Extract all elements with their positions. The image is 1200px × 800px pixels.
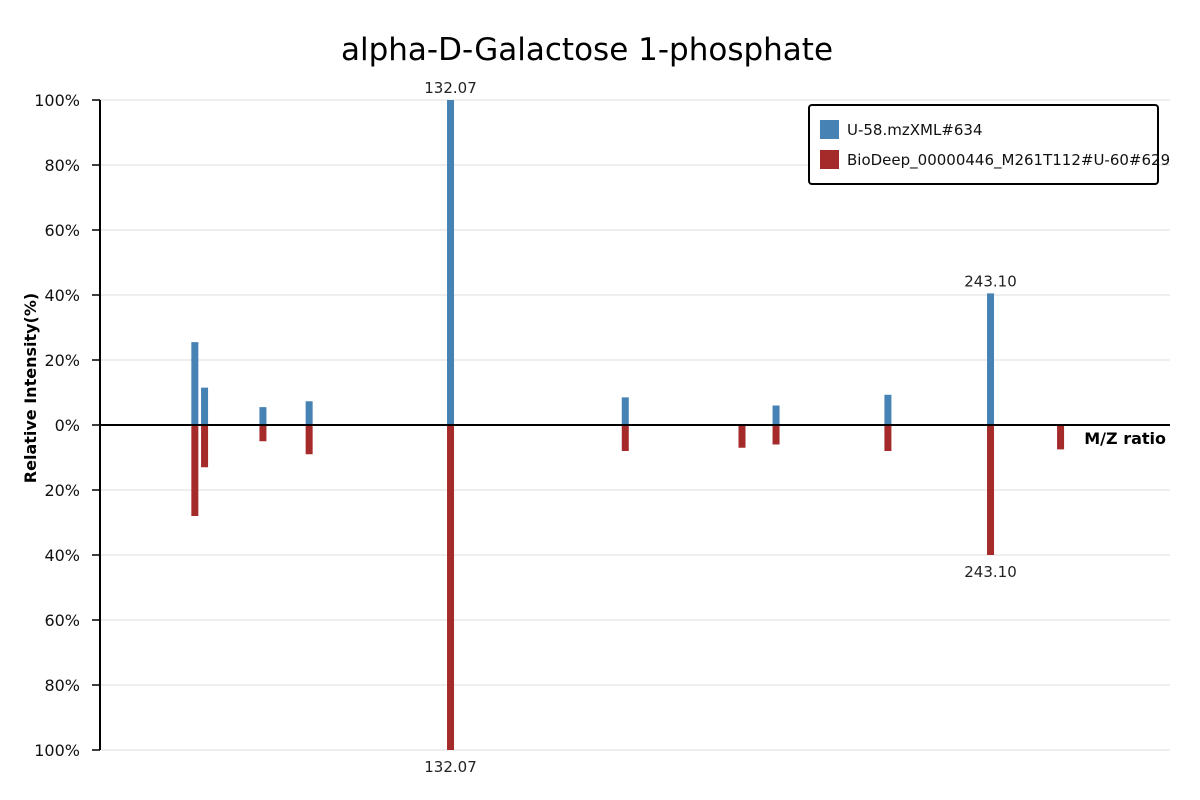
reference-peak-bar bbox=[884, 425, 892, 451]
sample-peak-bar bbox=[987, 293, 995, 426]
y-tick-label: 60% bbox=[44, 221, 80, 240]
y-tick-label: 40% bbox=[44, 546, 80, 565]
grid-lines bbox=[100, 99, 1170, 751]
y-tick-label: 100% bbox=[34, 741, 80, 760]
reference-peak-bar bbox=[738, 425, 746, 448]
axes bbox=[99, 100, 1170, 750]
legend-swatch-sample bbox=[820, 120, 839, 139]
reference-peak-label: 132.07 bbox=[424, 758, 477, 776]
reference-peak-label: 243.10 bbox=[964, 563, 1017, 581]
sample-peak-bar bbox=[259, 407, 267, 426]
reference-peak-bar bbox=[621, 425, 629, 451]
sample-peak-bar bbox=[772, 405, 780, 425]
y-tick-label: 20% bbox=[44, 351, 80, 370]
legend-label-sample: U-58.mzXML#634 bbox=[847, 121, 983, 139]
y-tick-label: 80% bbox=[44, 156, 80, 175]
sample-peak-bar bbox=[621, 397, 629, 426]
reference-peak-bar bbox=[987, 425, 995, 555]
y-tick-label: 100% bbox=[34, 91, 80, 110]
reference-peak-bar bbox=[201, 425, 209, 468]
y-tick-label: 40% bbox=[44, 286, 80, 305]
sample-peak-bar bbox=[191, 342, 199, 426]
y-ticks: 100% 80% 60% 40% 20% 0% 20% 40% 60% 80% 100% bbox=[34, 91, 100, 760]
spectrum-bars bbox=[191, 100, 1065, 750]
reference-peak-bar bbox=[772, 425, 780, 445]
sample-peak-bar bbox=[447, 100, 455, 425]
sample-peak-label: 243.10 bbox=[964, 272, 1017, 290]
chart-title: alpha-D-Galactose 1-phosphate bbox=[341, 32, 833, 68]
y-tick-label: 80% bbox=[44, 676, 80, 695]
peak-labels: 132.07 243.10 132.07 243.10 bbox=[424, 79, 1017, 776]
y-tick-label: 20% bbox=[44, 481, 80, 500]
reference-peak-bar bbox=[1057, 425, 1065, 450]
x-axis-label: M/Z ratio bbox=[1084, 429, 1166, 448]
sample-peak-bar bbox=[884, 394, 892, 425]
y-tick-label: 0% bbox=[55, 416, 80, 435]
sample-peak-label: 132.07 bbox=[424, 79, 477, 97]
legend: U-58.mzXML#634 BioDeep_00000446_M261T112… bbox=[808, 104, 1170, 185]
reference-peak-bar bbox=[191, 425, 199, 516]
legend-swatch-reference bbox=[820, 150, 839, 169]
legend-box bbox=[808, 104, 1159, 185]
legend-label-reference: BioDeep_00000446_M261T112#U-60#629 bbox=[847, 151, 1170, 170]
sample-peak-bar bbox=[201, 387, 209, 426]
reference-peak-bar bbox=[447, 425, 455, 750]
reference-peak-bar bbox=[259, 425, 267, 442]
sample-peak-bar bbox=[305, 401, 313, 425]
y-tick-label: 60% bbox=[44, 611, 80, 630]
y-axis-label: Relative Intensity(%) bbox=[21, 293, 40, 483]
reference-peak-bar bbox=[305, 425, 313, 455]
